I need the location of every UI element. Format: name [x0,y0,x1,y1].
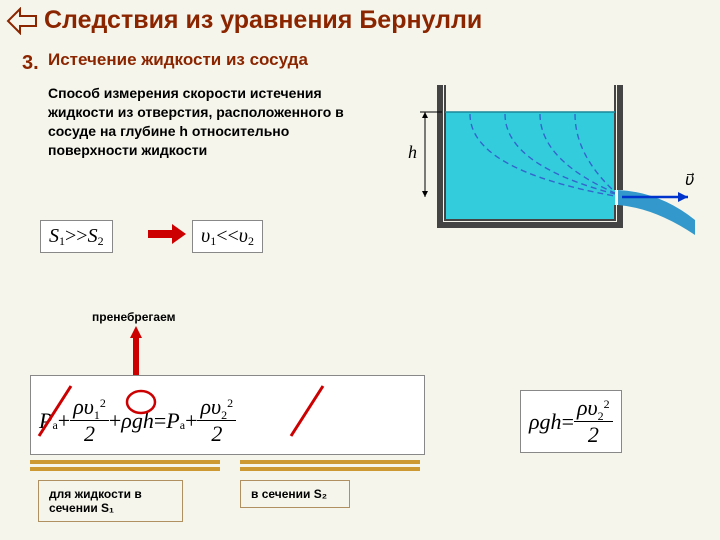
caption-s2: в сечении S₂ [240,480,350,508]
vessel-diagram: h υ⃗ [400,80,700,250]
label-h: h [408,142,417,162]
caption-s1: для жидкости в сечении S₁ [38,480,183,522]
description: Способ измерения скорости истечения жидк… [48,84,378,160]
page-title: Следствия из уравнения Бернулли [44,6,482,35]
title-row: Следствия из уравнения Бернулли [0,0,720,37]
underline-s1 [30,460,220,464]
label-v: υ⃗ [685,172,695,189]
ineq-v1-v2: υ1 << υ2 [192,220,263,253]
underline-s2b [240,467,420,471]
result-formula: ρgh = ρυ22 2 [520,390,622,453]
underline-s2 [240,460,420,464]
red-up-arrow-icon [128,326,144,376]
red-arrow-icon [148,222,188,246]
bernoulli-formula: Pa + ρυ12 2 + ρgh = Pa + ρυ22 2 [30,375,425,455]
back-arrow-icon [6,7,38,35]
ineq-s1-s2: S1 >> S2 [40,220,113,253]
underline-s1b [30,467,220,471]
strike-marks [31,376,426,456]
subtitle: Истечение жидкости из сосуда [48,50,308,70]
item-number: 3. [22,52,39,75]
neglect-label: пренебрегаем [92,310,176,324]
